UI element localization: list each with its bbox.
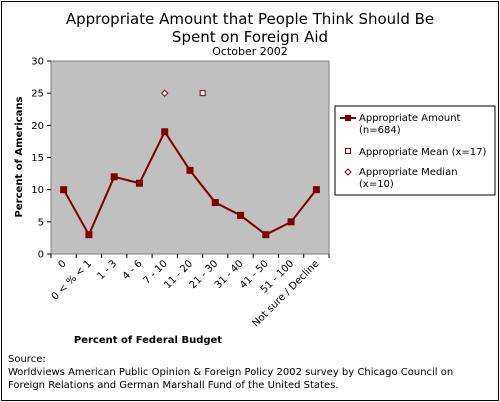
x-tick-label: 0 < % < 1 (50, 258, 94, 302)
legend-label-median: Appropriate Median (359, 167, 458, 178)
y-tick-label: 5 (38, 217, 44, 228)
source-line-1: Worldviews American Public Opinion & For… (8, 367, 453, 378)
data-point (312, 186, 320, 194)
legend-marker-mean (345, 148, 351, 154)
plot-area (50, 60, 330, 255)
x-tick-label: 1 - 3 (95, 258, 119, 282)
x-tick-label: 0 (56, 258, 68, 270)
legend-label-amount: (n=684) (359, 125, 401, 136)
y-tick-label: 10 (31, 185, 44, 196)
data-point (262, 231, 270, 239)
x-axis-label: Percent of Federal Budget (74, 335, 222, 346)
chart-title-line-1: Appropriate Amount that People Think Sho… (66, 10, 434, 28)
source-label: Source: (8, 354, 46, 365)
y-tick-label: 30 (31, 57, 44, 68)
y-tick-label: 25 (31, 89, 44, 100)
legend-label-amount: Appropriate Amount (359, 113, 461, 124)
legend-marker-amount (345, 115, 351, 121)
median-marker (161, 89, 169, 97)
data-point (85, 231, 93, 239)
legend-marker-median (344, 168, 352, 176)
data-point (287, 218, 295, 226)
legend: Appropriate Amount(n=684) Appropriate Mea… (334, 105, 496, 196)
legend-label-median: (x=10) (359, 179, 394, 190)
y-axis-label: Percent of Americans (14, 97, 25, 218)
data-point (161, 128, 169, 136)
series-layer (60, 89, 320, 239)
y-tick-label: 15 (31, 153, 44, 164)
chart-title-line-2: Spent on Foreign Aid (172, 28, 328, 46)
source-line-2: Foreign Relations and German Marshall Fu… (8, 380, 339, 391)
legend-box (334, 105, 496, 196)
data-point (110, 173, 118, 181)
data-point (211, 199, 219, 207)
chart-subtitle: October 2002 (212, 45, 288, 58)
mean-marker (199, 90, 206, 97)
data-point (237, 211, 245, 219)
data-point (60, 186, 68, 194)
data-point (186, 166, 194, 174)
data-point (135, 179, 143, 187)
y-tick-label: 20 (31, 121, 44, 132)
y-tick-label: 0 (38, 250, 44, 261)
legend-label-mean: Appropriate Mean (x=17) (359, 147, 487, 158)
y-axis: 0 5 10 15 20 25 30 (31, 57, 51, 261)
